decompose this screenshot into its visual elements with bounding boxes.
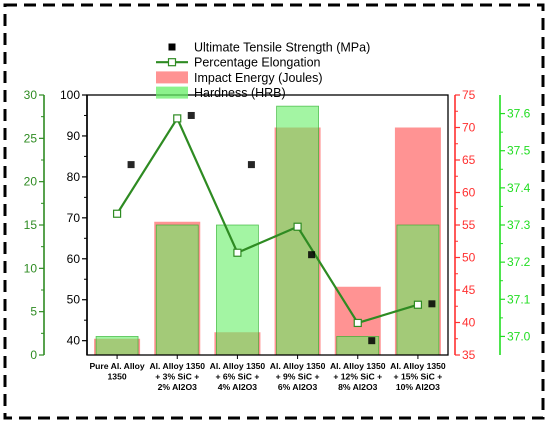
impact-tick-label: 60 xyxy=(462,186,476,200)
legend-swatch-impact xyxy=(156,71,188,84)
x-tick-label-line: Al. Alloy 1350 xyxy=(149,361,205,371)
x-tick-label-line: 2% Al2O3 xyxy=(158,382,198,392)
elongation-point xyxy=(293,222,302,231)
x-tick-label-line: + 9% SiC + xyxy=(276,372,320,382)
uts-point xyxy=(187,111,195,119)
elongation-tick-label: 20 xyxy=(24,175,38,189)
impact-tick-label: 35 xyxy=(462,348,476,362)
hardness-tick-label: 37.2 xyxy=(507,255,531,269)
elongation-point xyxy=(353,318,362,328)
impact-tick-label: 45 xyxy=(462,283,476,297)
uts-tick-label: 70 xyxy=(67,211,81,225)
elongation-point xyxy=(413,300,423,309)
legend: Ultimate Tensile Strength (MPa)Percentag… xyxy=(156,41,370,100)
uts-point xyxy=(368,337,376,345)
uts-point xyxy=(247,161,255,169)
elongation-point xyxy=(112,209,122,218)
legend-label: Impact Energy (Joules) xyxy=(194,71,323,85)
elongation-tick-label: 25 xyxy=(24,131,38,145)
x-tick-label: Pure Al. Alloy 1350 xyxy=(89,361,144,382)
uts-point xyxy=(428,300,436,308)
elongation-tick-label: 0 xyxy=(30,348,37,362)
legend-swatch-uts xyxy=(168,43,176,51)
x-tick-label: Al. Alloy 1350 + 12% SiC +8% Al2O3 xyxy=(330,361,386,392)
x-tick-label-line: + 12% SiC + xyxy=(333,372,382,382)
x-tick-label-line: Al. Alloy 1350 xyxy=(210,361,266,371)
x-tick-label-line: 8% Al2O3 xyxy=(338,382,378,392)
hardness-tick-label: 37.1 xyxy=(507,292,531,306)
x-tick-label-line: 6% Al2O3 xyxy=(278,382,318,392)
x-tick-label-line: Al. Alloy 1350 xyxy=(390,361,446,371)
elongation-tick-label: 15 xyxy=(24,218,38,232)
x-tick-label-line: Al. Alloy 1350 xyxy=(330,361,386,371)
legend-label: Percentage Elongation xyxy=(194,56,321,70)
hardness-bar xyxy=(95,336,139,356)
x-tick-label-line: 1350 xyxy=(108,372,127,382)
impact-tick-label: 55 xyxy=(462,218,476,232)
uts-tick-label: 100 xyxy=(60,88,80,102)
elongation-tick-label: 10 xyxy=(24,261,38,275)
x-tick-label-line: Pure Al. Alloy xyxy=(89,361,144,371)
hardness-tick-label: 37.6 xyxy=(507,107,531,121)
elongation-point xyxy=(173,114,182,123)
uts-tick-label: 80 xyxy=(67,170,81,184)
hardness-tick-label: 37.4 xyxy=(507,181,531,195)
x-tick-label-line: 4% Al2O3 xyxy=(218,382,258,392)
hardness-tick-label: 37.3 xyxy=(507,218,531,232)
plot-frame xyxy=(86,94,449,356)
x-tick-label: Al. Alloy 1350 + 6% SiC +4% Al2O3 xyxy=(210,361,266,392)
x-tick-label-line: + 6% SiC + xyxy=(215,372,259,382)
impact-tick-label: 50 xyxy=(462,251,476,265)
elongation-tick-label: 5 xyxy=(30,305,37,319)
hardness-bar xyxy=(155,224,199,356)
x-tick-label: Al. Alloy 1350 + 9% SiC +6% Al2O3 xyxy=(270,361,326,392)
impact-tick-label: 75 xyxy=(462,88,476,102)
hardness-tick-label: 37.0 xyxy=(507,329,531,343)
uts-tick-label: 40 xyxy=(67,334,81,348)
elongation-line xyxy=(116,116,419,325)
legend-swatch-elongation-marker xyxy=(167,58,177,67)
impact-tick-label: 65 xyxy=(462,153,476,167)
impact-tick-label: 40 xyxy=(462,316,476,330)
elongation-tick-label: 30 xyxy=(24,88,38,102)
impact-tick-label: 70 xyxy=(462,121,476,135)
elongation-point xyxy=(233,248,242,257)
x-tick-label-line: 10% Al2O3 xyxy=(396,382,440,392)
uts-tick-label: 50 xyxy=(67,293,81,307)
legend-label: Hardness (HRB) xyxy=(194,86,286,100)
hardness-bar xyxy=(216,224,259,356)
uts-point xyxy=(308,251,316,259)
uts-tick-label: 90 xyxy=(67,129,81,143)
uts-point xyxy=(127,161,135,169)
x-tick-label-line: + 3% SiC + xyxy=(155,372,199,382)
x-tick-label-line: Al. Alloy 1350 xyxy=(270,361,326,371)
x-tick-label: Al. Alloy 1350 + 3% SiC +2% Al2O3 xyxy=(149,361,205,392)
outer-dashed-frame xyxy=(3,3,545,420)
x-tick-label: Al. Alloy 1350 + 15% SiC +10% Al2O3 xyxy=(390,361,446,392)
uts-tick-label: 60 xyxy=(67,252,81,266)
x-tick-label-line: + 15% SiC + xyxy=(394,372,443,382)
legend-swatch-hardness xyxy=(156,86,188,99)
hardness-tick-label: 37.5 xyxy=(507,144,531,158)
hardness-bar xyxy=(396,224,440,356)
legend-label: Ultimate Tensile Strength (MPa) xyxy=(194,41,370,55)
